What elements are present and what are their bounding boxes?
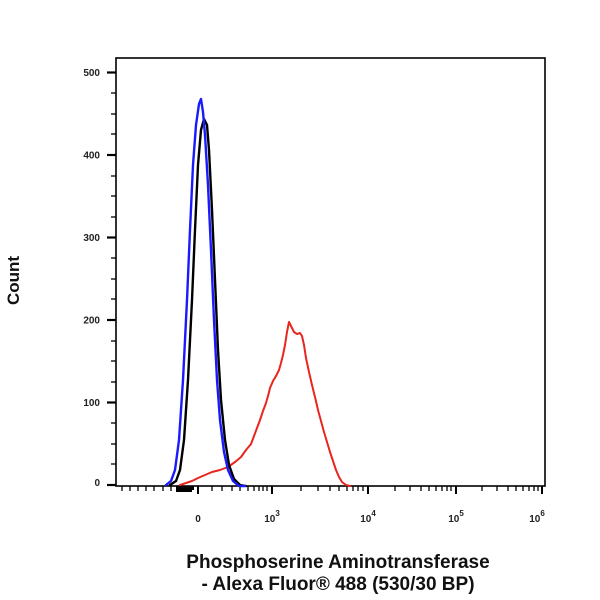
y-tick-label: 500 [83, 68, 100, 79]
y-tick-label: 300 [83, 233, 100, 244]
y-axis-title: Count [4, 255, 23, 305]
x-tick-label: 106 [529, 509, 545, 525]
x-tick-label: 0 [195, 514, 201, 525]
x-tick-label: 104 [360, 509, 376, 525]
y-tick-label: 100 [83, 398, 100, 409]
x-axis-title-line2: - Alexa Fluor® 488 (530/30 BP) [201, 574, 475, 595]
series-black-control [168, 117, 248, 488]
y-tick-label: 200 [83, 316, 100, 327]
x-tick-labels: 0 103 104 105 106 [195, 509, 545, 525]
series-blue-control [164, 97, 247, 488]
series-red-stained [179, 321, 351, 487]
x-axis-title: Phosphoserine Aminotransferase - Alexa F… [0, 552, 600, 596]
y-tick-labels: 500 400 300 200 100 0 [83, 68, 100, 489]
x-tick-label: 103 [264, 509, 280, 525]
y-tick-label: 400 [83, 151, 100, 162]
y-tick-label: 0 [94, 478, 100, 489]
x-tick-label: 105 [448, 509, 464, 525]
x-axis-title-line1: Phosphoserine Aminotransferase [186, 552, 490, 573]
y-axis [107, 71, 116, 487]
x-axis [121, 486, 543, 494]
